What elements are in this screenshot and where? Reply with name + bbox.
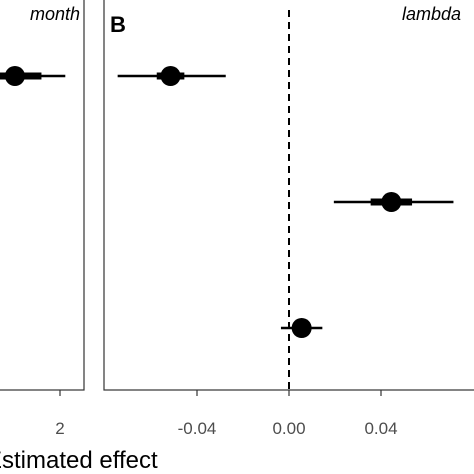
b-tick-label-2: 0.04 [364,419,397,438]
b-point-0 [160,66,181,86]
b-tick-label-0: -0.04 [178,419,217,438]
left-point-0 [4,66,25,86]
facet-title-left: month [30,4,80,24]
left-tick-label-0: 2 [55,419,64,438]
panel-tag-b: B [110,12,126,37]
panel-left: month 2 [0,0,85,438]
facet-title-b: lambda [402,4,461,24]
x-axis-title: Estimated effect [0,447,158,474]
b-tick-label-1: 0.00 [272,419,305,438]
panel-b: B lambda -0.04 0.00 0.04 [103,0,474,438]
b-point-1 [381,192,402,212]
b-point-2 [291,318,312,338]
panel-b-border [103,0,474,391]
panel-left-border [0,0,85,391]
